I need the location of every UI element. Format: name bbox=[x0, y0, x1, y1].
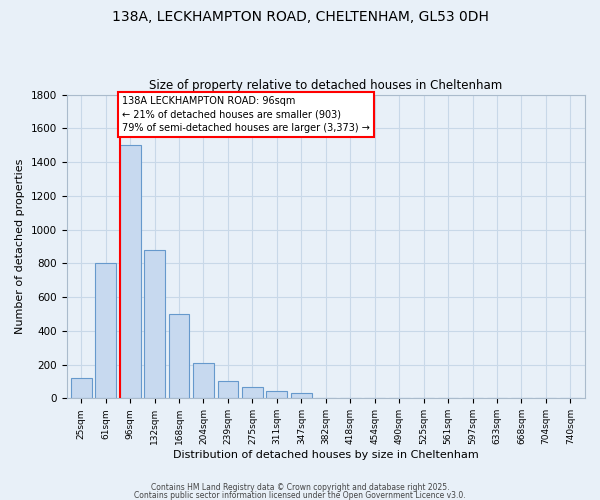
Bar bbox=[291, 394, 312, 398]
Bar bbox=[218, 380, 238, 398]
Text: 138A LECKHAMPTON ROAD: 96sqm
← 21% of detached houses are smaller (903)
79% of s: 138A LECKHAMPTON ROAD: 96sqm ← 21% of de… bbox=[122, 96, 370, 132]
Text: Contains public sector information licensed under the Open Government Licence v3: Contains public sector information licen… bbox=[134, 490, 466, 500]
Bar bbox=[95, 264, 116, 398]
Bar bbox=[242, 388, 263, 398]
Bar bbox=[266, 391, 287, 398]
Text: Contains HM Land Registry data © Crown copyright and database right 2025.: Contains HM Land Registry data © Crown c… bbox=[151, 484, 449, 492]
Title: Size of property relative to detached houses in Cheltenham: Size of property relative to detached ho… bbox=[149, 79, 502, 92]
Text: 138A, LECKHAMPTON ROAD, CHELTENHAM, GL53 0DH: 138A, LECKHAMPTON ROAD, CHELTENHAM, GL53… bbox=[112, 10, 488, 24]
Bar bbox=[193, 363, 214, 398]
Bar bbox=[169, 314, 190, 398]
Bar bbox=[71, 378, 92, 398]
Y-axis label: Number of detached properties: Number of detached properties bbox=[15, 159, 25, 334]
X-axis label: Distribution of detached houses by size in Cheltenham: Distribution of detached houses by size … bbox=[173, 450, 479, 460]
Bar bbox=[144, 250, 165, 398]
Bar bbox=[120, 145, 140, 399]
